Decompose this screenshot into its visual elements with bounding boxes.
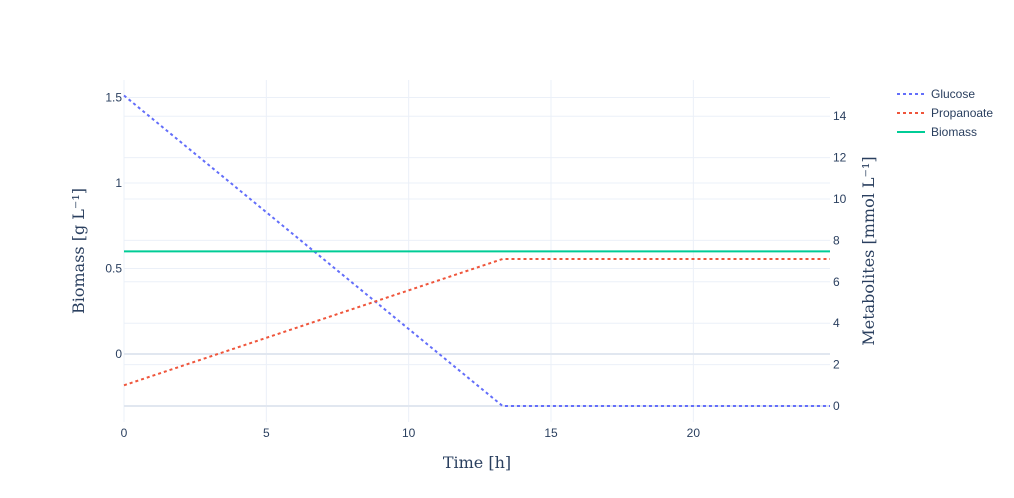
legend[interactable]: Glucose Propanoate Biomass bbox=[897, 87, 993, 139]
series-lines bbox=[123, 94, 830, 407]
x-axis-title: Time [h] bbox=[443, 453, 511, 472]
y-left-tick-label: 1.5 bbox=[105, 91, 122, 105]
y-left-tick-label: 0.5 bbox=[105, 262, 122, 276]
x-tick-label: 0 bbox=[121, 426, 128, 440]
y-left-axis-title: Biomass [g L⁻¹] bbox=[69, 188, 88, 314]
y-right-tick-label: 0 bbox=[833, 399, 840, 413]
y-left-tick-label: 1 bbox=[115, 176, 122, 190]
legend-label-glucose: Glucose bbox=[931, 87, 975, 101]
y-right-tick-label: 2 bbox=[833, 358, 840, 372]
grid bbox=[123, 80, 830, 422]
y-right-tick-label: 14 bbox=[833, 109, 847, 123]
x-tick-label: 20 bbox=[687, 426, 701, 440]
x-tick-label: 15 bbox=[544, 426, 558, 440]
x-axis-ticks: 0 5 10 15 20 bbox=[121, 426, 701, 440]
legend-label-biomass: Biomass bbox=[931, 125, 977, 139]
x-tick-label: 10 bbox=[402, 426, 416, 440]
y-right-tick-label: 8 bbox=[833, 233, 840, 247]
y-right-axis-ticks: 0 2 4 6 8 10 12 14 bbox=[833, 109, 847, 413]
y-right-tick-label: 10 bbox=[833, 192, 847, 206]
y-right-tick-label: 6 bbox=[833, 275, 840, 289]
series-line-glucose bbox=[123, 94, 830, 407]
y-right-axis-title: Metabolites [mmol L⁻¹] bbox=[859, 156, 878, 345]
y-left-tick-label: 0 bbox=[115, 347, 122, 361]
y-right-tick-label: 12 bbox=[833, 151, 847, 165]
x-tick-label: 5 bbox=[263, 426, 270, 440]
y-left-axis-ticks: 0 0.5 1 1.5 bbox=[105, 91, 122, 362]
y-right-tick-label: 4 bbox=[833, 316, 840, 330]
series-line-propanoate bbox=[123, 258, 830, 387]
legend-label-propanoate: Propanoate bbox=[931, 106, 993, 120]
